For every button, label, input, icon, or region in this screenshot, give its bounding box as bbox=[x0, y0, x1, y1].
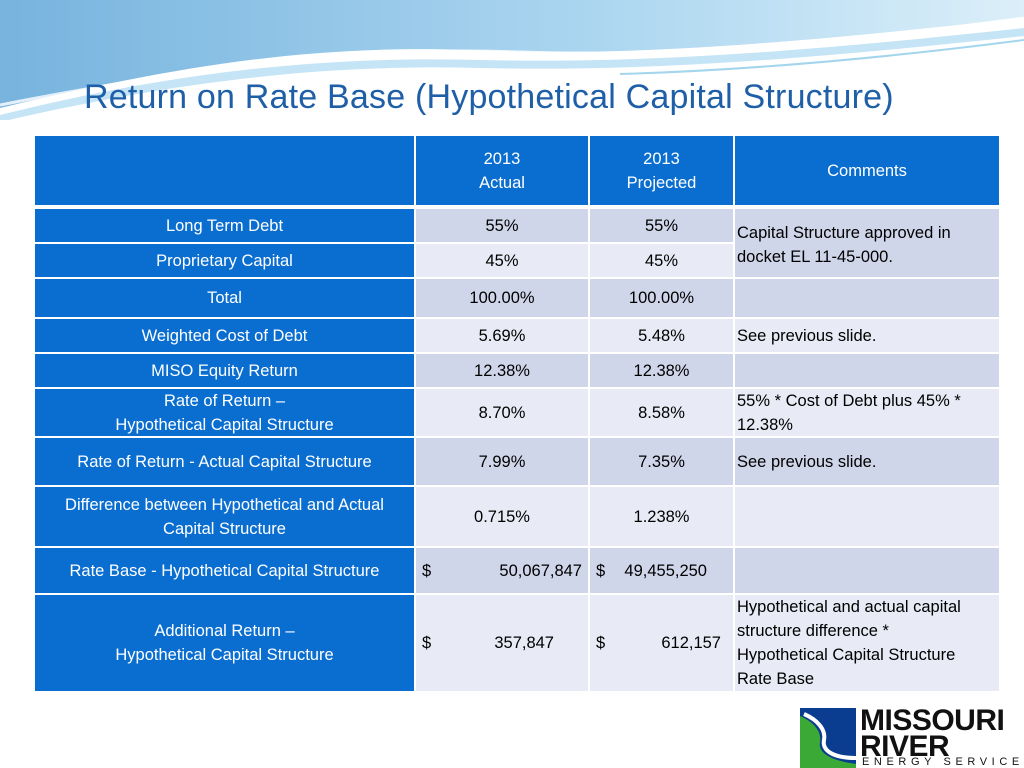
currency-symbol: $ bbox=[422, 561, 432, 580]
cell-additional-return-projected: $ 612,157 bbox=[590, 595, 733, 691]
cell-difference-actual: 0.715% bbox=[416, 487, 588, 546]
comment-capital-structure-approved: Capital Structure approved in docket EL … bbox=[735, 209, 999, 277]
logo-text-missouri: MISSOURI bbox=[860, 704, 1005, 737]
cell-rate-of-return-actual-actual: 7.99% bbox=[416, 438, 588, 485]
logo-text-energy-services: ENERGY SERVICES® bbox=[862, 756, 1024, 768]
row-label-additional-return: Additional Return – Hypothetical Capital… bbox=[35, 595, 414, 691]
cell-difference-projected: 1.238% bbox=[590, 487, 733, 546]
additional-return-actual-value: 357,847 bbox=[494, 634, 554, 652]
cell-total-comment bbox=[735, 279, 999, 317]
cell-proprietary-capital-projected: 45% bbox=[590, 244, 733, 277]
row-label-miso-equity-return: MISO Equity Return bbox=[35, 354, 414, 387]
river-logo-icon bbox=[800, 708, 856, 768]
cell-rate-of-return-hypothetical-comment: 55% * Cost of Debt plus 45% * 12.38% bbox=[735, 389, 999, 436]
header-comments: Comments bbox=[735, 136, 999, 205]
cell-rate-of-return-hypothetical-projected: 8.58% bbox=[590, 389, 733, 436]
rate-base-projected-value: 49,455,250 bbox=[624, 561, 707, 580]
cell-long-term-debt-projected: 55% bbox=[590, 209, 733, 242]
cell-total-projected: 100.00% bbox=[590, 279, 733, 317]
currency-symbol: $ bbox=[596, 561, 606, 580]
row-label-total: Total bbox=[35, 279, 414, 317]
cell-proprietary-capital-actual: 45% bbox=[416, 244, 588, 277]
cell-miso-equity-return-comment bbox=[735, 354, 999, 387]
company-logo: MISSOURI RIVER ENERGY SERVICES® bbox=[800, 704, 1024, 768]
row-label-proprietary-capital: Proprietary Capital bbox=[35, 244, 414, 277]
cell-weighted-cost-of-debt-comment: See previous slide. bbox=[735, 319, 999, 352]
row-label-rate-of-return-hypothetical: Rate of Return – Hypothetical Capital St… bbox=[35, 389, 414, 436]
header-corner bbox=[35, 136, 414, 205]
cell-rate-of-return-actual-projected: 7.35% bbox=[590, 438, 733, 485]
decorative-banner bbox=[0, 0, 1024, 120]
row-label-rate-base: Rate Base - Hypothetical Capital Structu… bbox=[35, 548, 414, 593]
cell-rate-of-return-hypothetical-actual: 8.70% bbox=[416, 389, 588, 436]
cell-additional-return-actual: $ 357,847 bbox=[416, 595, 588, 691]
header-2013-projected: 2013 Projected bbox=[590, 136, 733, 205]
cell-difference-comment bbox=[735, 487, 999, 546]
row-label-rate-of-return-actual: Rate of Return - Actual Capital Structur… bbox=[35, 438, 414, 485]
logo-mark-green bbox=[800, 716, 856, 768]
cell-total-actual: 100.00% bbox=[416, 279, 588, 317]
cell-rate-base-actual: $ 50,067,847 bbox=[416, 548, 588, 593]
row-label-long-term-debt: Long Term Debt bbox=[35, 209, 414, 242]
cell-weighted-cost-of-debt-projected: 5.48% bbox=[590, 319, 733, 352]
header-2013-actual: 2013 Actual bbox=[416, 136, 588, 205]
cell-additional-return-comment: Hypothetical and actual capital structur… bbox=[735, 595, 999, 691]
cell-rate-base-projected: $ 49,455,250 bbox=[590, 548, 733, 593]
row-label-difference: Difference between Hypothetical and Actu… bbox=[35, 487, 414, 546]
cell-miso-equity-return-actual: 12.38% bbox=[416, 354, 588, 387]
cell-miso-equity-return-projected: 12.38% bbox=[590, 354, 733, 387]
rate-base-actual-value: 50,067,847 bbox=[499, 561, 582, 580]
cell-long-term-debt-actual: 55% bbox=[416, 209, 588, 242]
currency-symbol: $ bbox=[596, 634, 606, 652]
cell-rate-base-comment bbox=[735, 548, 999, 593]
row-label-weighted-cost-of-debt: Weighted Cost of Debt bbox=[35, 319, 414, 352]
cell-rate-of-return-actual-comment: See previous slide. bbox=[735, 438, 999, 485]
slide-title: Return on Rate Base (Hypothetical Capita… bbox=[84, 78, 894, 116]
logo-text-river: RIVER bbox=[860, 730, 950, 763]
currency-symbol: $ bbox=[422, 634, 432, 652]
rate-base-table: 2013 Actual 2013 Projected Comments Long… bbox=[35, 136, 999, 691]
cell-weighted-cost-of-debt-actual: 5.69% bbox=[416, 319, 588, 352]
additional-return-projected-value: 612,157 bbox=[661, 634, 721, 652]
